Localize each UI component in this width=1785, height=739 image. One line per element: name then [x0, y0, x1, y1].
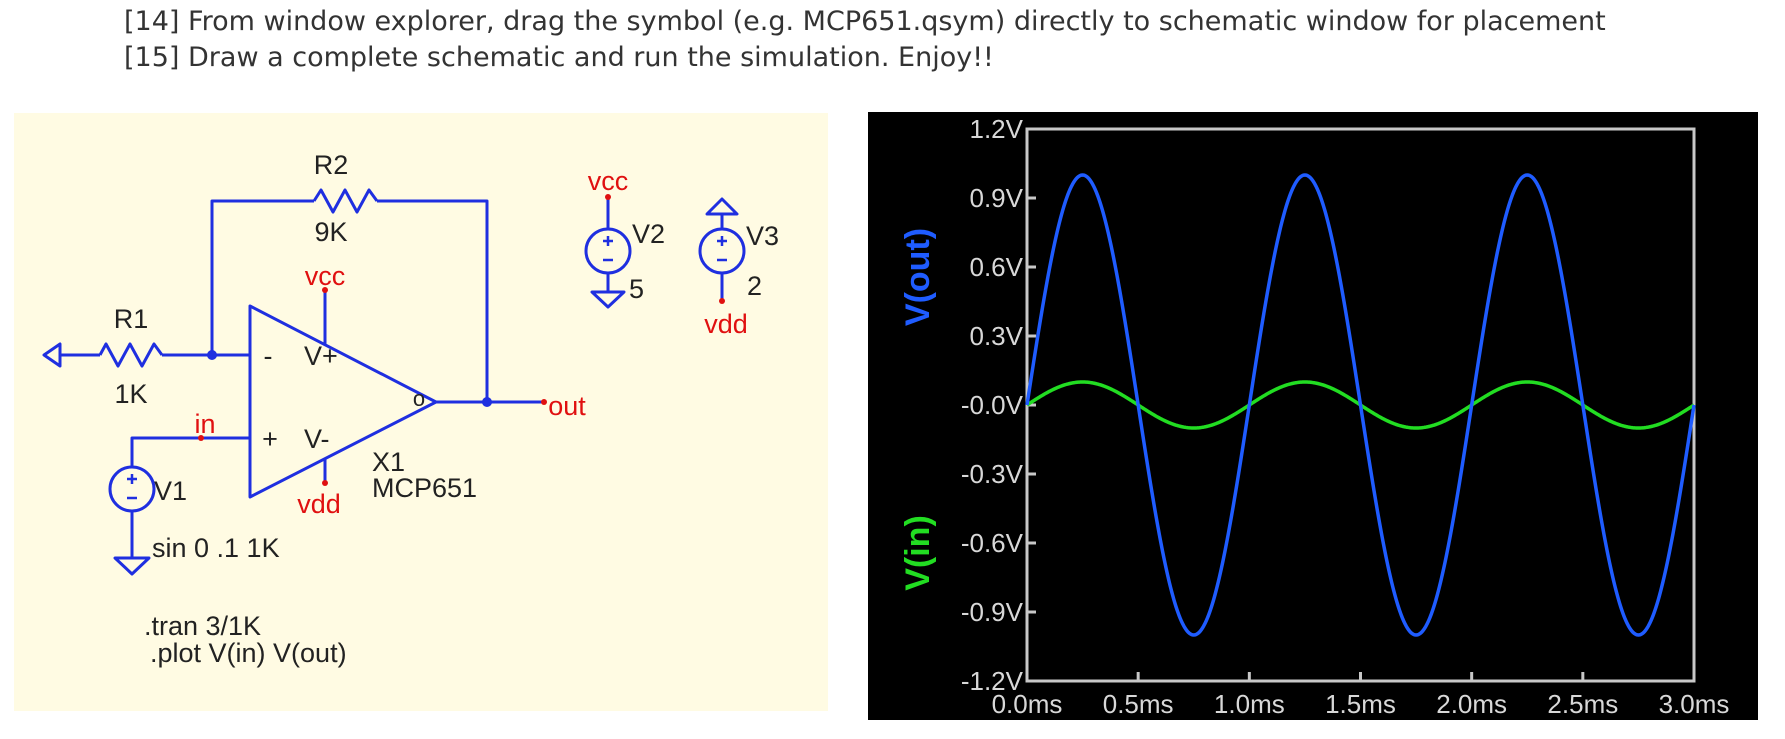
y-tick-label: 0.3V — [970, 321, 1024, 351]
opamp-vminus-label: V- — [304, 424, 330, 454]
net-label-in: in — [194, 409, 215, 439]
junction-dot-inverting — [207, 350, 217, 360]
r1-resistor-symbol[interactable] — [98, 342, 164, 368]
x-tick-label: 1.5ms — [1325, 689, 1396, 719]
y-tick-label: 0.9V — [970, 183, 1024, 213]
r1-name: R1 — [114, 304, 149, 334]
opamp-output-mark: o — [413, 386, 425, 411]
instruction-step-15: [15] Draw a complete schematic and run t… — [124, 42, 994, 73]
v1-name: V1 — [154, 476, 187, 506]
opamp-model: MCP651 — [372, 473, 477, 503]
v3-value: 2 — [747, 271, 762, 301]
v3-name: V3 — [746, 221, 779, 251]
net-dot-vdd-opamp — [322, 480, 328, 486]
v2-name: V2 — [632, 219, 665, 249]
wire-feedback-left[interactable] — [210, 199, 314, 355]
opamp-noninverting-sign: + — [262, 424, 278, 454]
wire-in[interactable] — [130, 436, 250, 467]
v1-source-circle[interactable] — [108, 465, 156, 513]
opamp-symbol[interactable] — [248, 304, 438, 499]
net-label-vcc-v2: vcc — [588, 166, 629, 196]
y-tick-label: -0.0V — [961, 390, 1024, 420]
arrow-v3-top[interactable] — [705, 197, 739, 216]
y-tick-label: -0.3V — [961, 459, 1024, 489]
y-tick-label: -0.6V — [961, 528, 1024, 558]
v3-source-circle[interactable] — [698, 227, 746, 275]
legend-vout[interactable]: V(out) — [899, 228, 937, 326]
directive-plot[interactable]: .plot V(in) V(out) — [150, 638, 347, 668]
waveform-plot-panel[interactable]: 1.2V 0.9V 0.6V 0.3V -0.0V -0.3V -0.6V -0.9V -1.2… — [868, 112, 1758, 720]
v3-plus-sign — [717, 236, 727, 246]
directive-tran[interactable]: .tran 3/1K — [144, 611, 261, 641]
r2-value: 9K — [314, 217, 347, 247]
opamp-name: X1 — [372, 447, 405, 477]
junction-dot-output — [482, 397, 492, 407]
wire-feedback-right[interactable] — [377, 199, 489, 402]
ground-v1[interactable] — [113, 556, 151, 576]
net-label-vcc-opamp: vcc — [305, 261, 346, 291]
x-tick-label: 3.0ms — [1659, 689, 1730, 719]
v2-value: 5 — [629, 274, 644, 304]
x-tick-label: 2.0ms — [1436, 689, 1507, 719]
x-tick-label: 0.0ms — [992, 689, 1063, 719]
r1-value: 1K — [114, 379, 147, 409]
v1-value: sin 0 .1 1K — [152, 533, 280, 563]
x-tick-label: 0.5ms — [1103, 689, 1174, 719]
y-tick-label: -0.9V — [961, 597, 1024, 627]
x-tick-label: 1.0ms — [1214, 689, 1285, 719]
net-dot-vdd-v3 — [719, 298, 725, 304]
legend-vin[interactable]: V(in) — [899, 515, 937, 591]
x-tick-label: 2.5ms — [1547, 689, 1618, 719]
opamp-vplus-label: V+ — [304, 341, 338, 371]
net-dot-out — [541, 399, 547, 405]
r2-resistor-symbol[interactable] — [312, 188, 379, 214]
v2-plus-sign — [603, 236, 613, 246]
opamp-inverting-sign: - — [264, 341, 273, 371]
net-dot-vcc-opamp — [322, 287, 328, 293]
net-dot-vcc-v2 — [605, 194, 611, 200]
y-tick-label: 0.6V — [970, 252, 1024, 282]
net-label-vdd-v3: vdd — [704, 309, 748, 339]
r2-name: R2 — [314, 150, 349, 180]
ground-arrow-left[interactable] — [42, 342, 62, 368]
instruction-step-14: [14] From window explorer, drag the symb… — [124, 6, 1606, 37]
y-tick-label: -1.2V — [961, 666, 1024, 696]
net-label-vdd-opamp: vdd — [297, 489, 341, 519]
v1-plus-sign — [127, 474, 137, 484]
net-label-out: out — [548, 391, 586, 421]
ground-v2[interactable] — [590, 290, 626, 309]
trace-vout[interactable] — [1025, 173, 1696, 637]
net-dot-in — [198, 435, 204, 441]
y-tick-label: 1.2V — [970, 114, 1024, 144]
schematic-panel[interactable]: R2 9K R1 1K - + V+ V- o X1 MCP651 V1 sin… — [14, 113, 828, 711]
v2-source-circle[interactable] — [584, 227, 632, 275]
